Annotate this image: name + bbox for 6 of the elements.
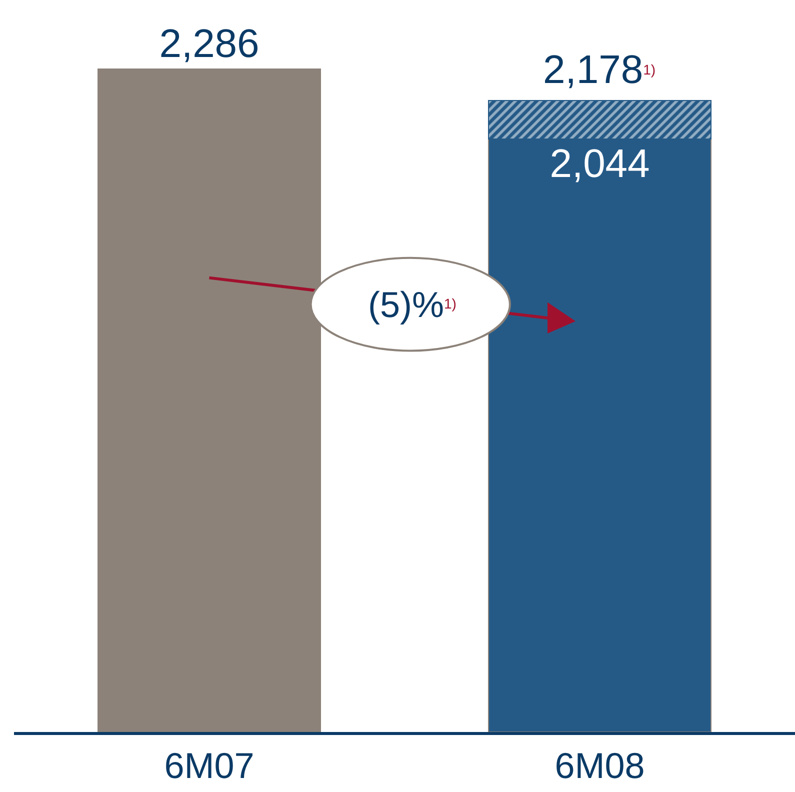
total-label: 2,178$^{1)}$	[543, 48, 656, 92]
data-label: 2,044	[550, 142, 650, 186]
x-tick-label: 6M07	[164, 745, 254, 786]
annotation: (5)%$^{1)}$	[368, 284, 456, 325]
x-tick-label: 6M08	[554, 745, 645, 786]
data-label: 2,286	[159, 22, 260, 66]
